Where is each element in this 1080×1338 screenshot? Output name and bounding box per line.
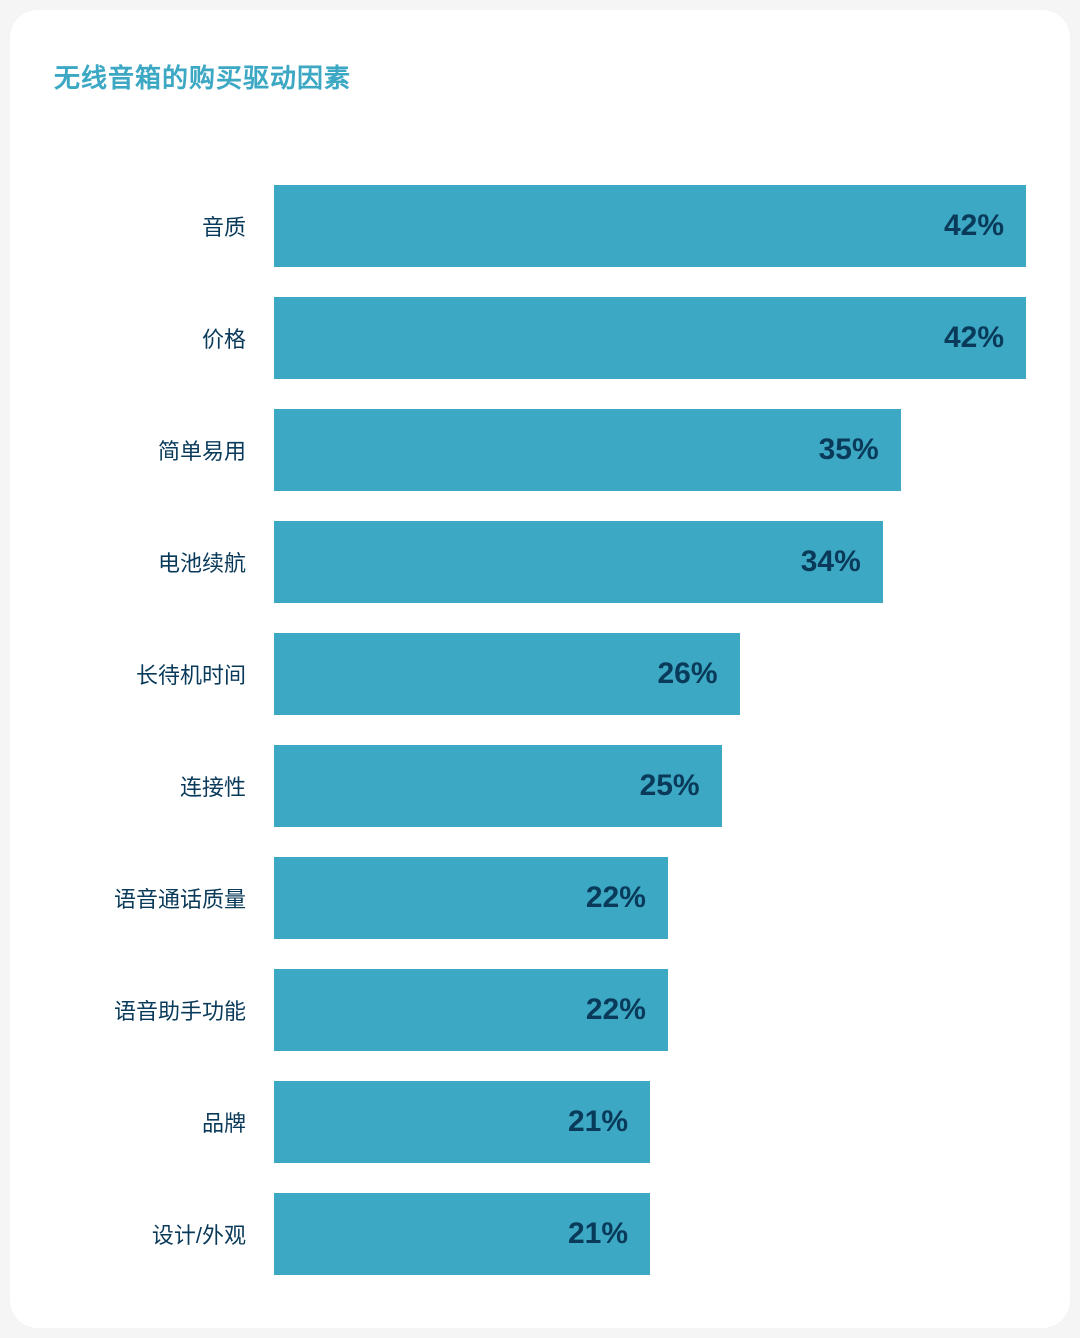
bar-fill: 35% (274, 409, 901, 491)
bar-track: 34% (274, 521, 1026, 603)
bar-row: 语音助手功能 22% (54, 969, 1026, 1051)
bar-fill: 22% (274, 969, 668, 1051)
bar-fill: 42% (274, 297, 1026, 379)
bar-value: 22% (586, 881, 646, 915)
bar-value: 42% (944, 321, 1004, 355)
bar-row: 价格 42% (54, 297, 1026, 379)
bar-row: 语音通话质量 22% (54, 857, 1026, 939)
bar-fill: 21% (274, 1193, 650, 1275)
chart-title: 无线音箱的购买驱动因素 (54, 58, 1026, 95)
chart-area: 音质 42% 价格 42% 简单易用 35% 电池续航 34% 长待机时间 26% 连接性 25% 语音… (54, 185, 1026, 1275)
bar-value: 22% (586, 993, 646, 1027)
bar-row: 电池续航 34% (54, 521, 1026, 603)
bar-track: 21% (274, 1193, 1026, 1275)
bar-value: 21% (568, 1105, 628, 1139)
chart-card: 无线音箱的购买驱动因素 音质 42% 价格 42% 简单易用 35% 电池续航 34% 长待机时… (10, 10, 1070, 1328)
bar-track: 21% (274, 1081, 1026, 1163)
bar-track: 42% (274, 297, 1026, 379)
bar-value: 21% (568, 1217, 628, 1251)
bar-track: 22% (274, 857, 1026, 939)
bar-row: 设计/外观 21% (54, 1193, 1026, 1275)
bar-row: 品牌 21% (54, 1081, 1026, 1163)
bar-track: 26% (274, 633, 1026, 715)
bar-label: 价格 (54, 322, 274, 354)
bar-track: 35% (274, 409, 1026, 491)
bar-fill: 42% (274, 185, 1026, 267)
bar-track: 42% (274, 185, 1026, 267)
bar-label: 品牌 (54, 1106, 274, 1138)
bar-label: 长待机时间 (54, 658, 274, 690)
bar-label: 语音通话质量 (54, 882, 274, 914)
bar-track: 22% (274, 969, 1026, 1051)
bar-value: 35% (819, 433, 879, 467)
bar-track: 25% (274, 745, 1026, 827)
bar-value: 25% (640, 769, 700, 803)
bar-fill: 25% (274, 745, 722, 827)
bar-row: 连接性 25% (54, 745, 1026, 827)
bar-label: 简单易用 (54, 434, 274, 466)
bar-fill: 22% (274, 857, 668, 939)
bar-label: 连接性 (54, 770, 274, 802)
bar-fill: 26% (274, 633, 740, 715)
bar-value: 26% (657, 657, 717, 691)
bar-fill: 34% (274, 521, 883, 603)
bar-row: 简单易用 35% (54, 409, 1026, 491)
bar-label: 语音助手功能 (54, 994, 274, 1026)
bar-label: 设计/外观 (54, 1218, 274, 1250)
bar-row: 长待机时间 26% (54, 633, 1026, 715)
bar-value: 42% (944, 209, 1004, 243)
bar-label: 电池续航 (54, 546, 274, 578)
bar-fill: 21% (274, 1081, 650, 1163)
bar-value: 34% (801, 545, 861, 579)
bar-label: 音质 (54, 210, 274, 242)
bar-row: 音质 42% (54, 185, 1026, 267)
